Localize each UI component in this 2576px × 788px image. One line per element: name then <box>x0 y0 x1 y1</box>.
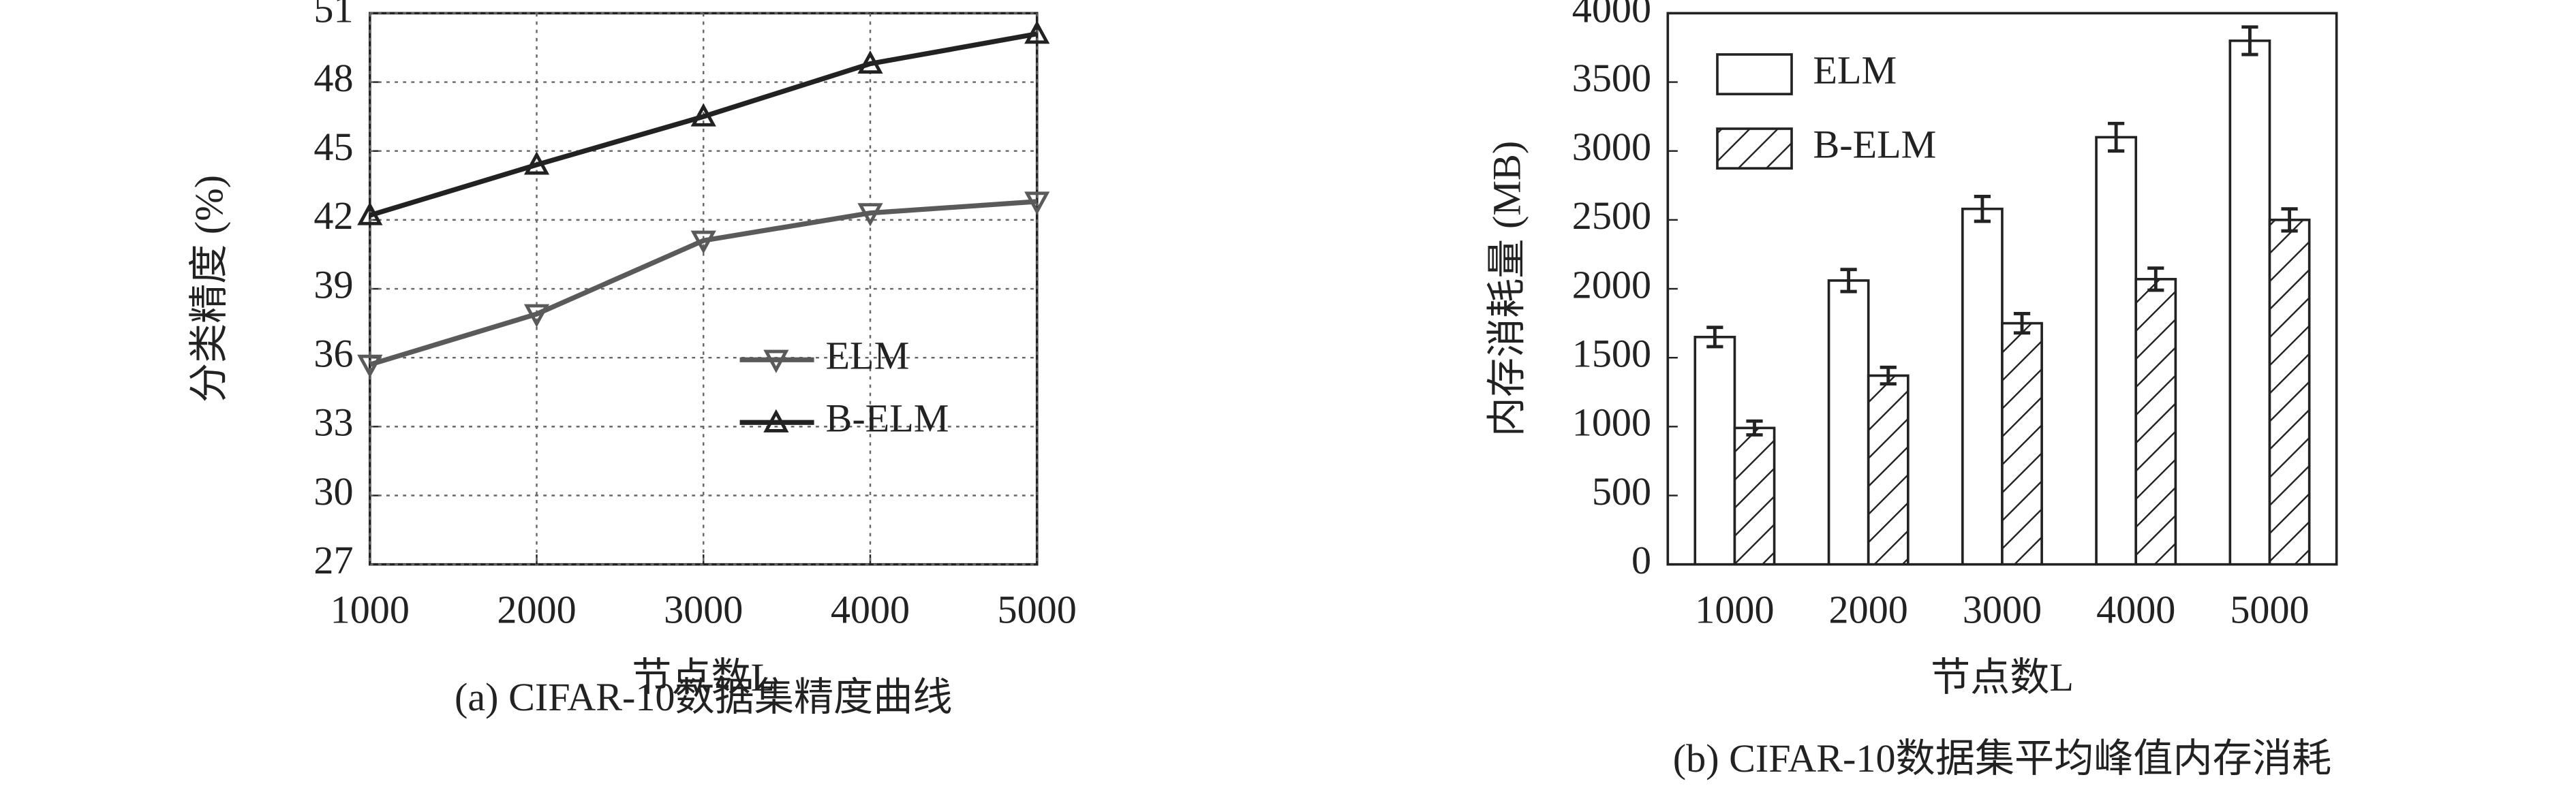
legend-swatch <box>1716 53 1793 95</box>
error-bar <box>2241 25 2258 57</box>
y-tick-label: 4000 <box>1572 0 1651 31</box>
legend-label: ELM <box>826 334 910 378</box>
x-tick-label: 5000 <box>998 588 1077 632</box>
marker <box>523 151 550 175</box>
error-bar <box>2013 312 2031 335</box>
bar <box>2095 136 2138 566</box>
legend-label: B-ELM <box>826 396 949 441</box>
y-tick-label: 0 <box>1631 538 1651 582</box>
y-axis-label: 内存消耗量 (MB) <box>1484 141 1529 437</box>
legend-label: B-ELM <box>1813 122 1937 166</box>
error-bar <box>2147 266 2164 292</box>
bar <box>2001 321 2043 566</box>
marker <box>857 203 883 227</box>
caption: (b) CIFAR-10数据集平均峰值内存消耗 <box>1673 736 2331 781</box>
bar <box>1961 207 2004 566</box>
bar <box>1867 374 1910 566</box>
marker <box>357 202 383 225</box>
x-tick-label: 1000 <box>1695 588 1774 632</box>
legend-label: ELM <box>1813 48 1897 92</box>
bar <box>1733 426 1776 566</box>
error-bar <box>1746 419 1763 437</box>
marker <box>523 304 550 328</box>
x-tick-label: 4000 <box>2096 588 2175 632</box>
marker <box>857 50 883 74</box>
error-bar <box>1974 195 1991 223</box>
x-tick-label: 4000 <box>831 588 910 632</box>
marker <box>690 230 716 254</box>
error-bar <box>2108 121 2125 153</box>
error-bar <box>1840 268 1857 294</box>
y-tick-label: 2000 <box>1572 262 1651 306</box>
error-bar <box>1880 365 1897 386</box>
x-tick-label: 2000 <box>497 588 576 632</box>
bar <box>2228 40 2271 566</box>
series-line <box>369 199 1037 367</box>
y-tick-label: 1500 <box>1572 332 1651 376</box>
y-axis-label: 分类精度 (%) <box>187 175 231 403</box>
legend-marker <box>763 349 789 373</box>
x-tick-label: 3000 <box>664 588 743 632</box>
x-axis-label: 节点数L <box>632 655 775 699</box>
x-tick-label: 2000 <box>1829 588 1908 632</box>
y-tick-label: 33 <box>313 400 353 445</box>
bar <box>1827 279 1870 566</box>
y-tick-label: 27 <box>313 538 353 582</box>
x-tick-label: 5000 <box>2230 588 2309 632</box>
bar <box>2268 219 2311 566</box>
error-bar <box>1706 326 1723 349</box>
y-tick-label: 3500 <box>1572 56 1651 100</box>
x-tick-label: 3000 <box>1963 588 2042 632</box>
caption: (a) CIFAR-10数据集精度曲线 <box>455 675 952 719</box>
y-tick-label: 36 <box>313 332 353 376</box>
y-tick-label: 51 <box>313 0 353 31</box>
y-tick-label: 500 <box>1592 469 1651 514</box>
series-line <box>369 31 1038 218</box>
y-tick-label: 39 <box>313 262 353 306</box>
x-tick-label: 1000 <box>331 588 410 632</box>
y-tick-label: 2500 <box>1572 193 1651 238</box>
error-bar <box>2281 207 2298 233</box>
y-tick-label: 42 <box>313 193 353 238</box>
marker <box>1024 191 1050 215</box>
y-tick-label: 48 <box>313 56 353 100</box>
y-tick-label: 30 <box>313 469 353 514</box>
legend-swatch <box>1716 127 1793 170</box>
bar <box>1693 336 1736 566</box>
legend-marker <box>763 409 789 432</box>
y-tick-label: 1000 <box>1572 400 1651 445</box>
y-tick-label: 3000 <box>1572 125 1651 169</box>
x-axis-label: 节点数L <box>1931 655 2074 699</box>
y-tick-label: 45 <box>313 125 353 169</box>
marker <box>1024 20 1050 44</box>
marker <box>357 354 383 378</box>
bar <box>2134 278 2177 566</box>
marker <box>690 103 716 127</box>
